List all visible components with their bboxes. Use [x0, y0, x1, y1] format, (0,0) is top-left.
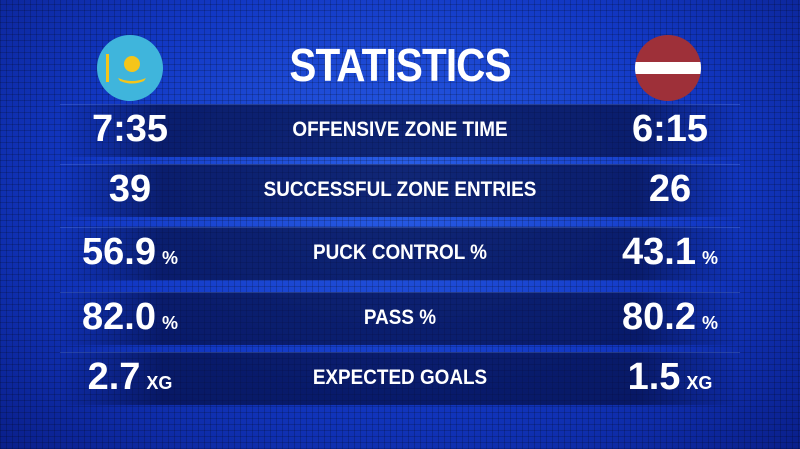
- latvia-flag: [635, 35, 701, 101]
- stat-value: 26: [648, 168, 692, 210]
- stat-label: SUCCESSFUL ZONE ENTRIES: [263, 178, 537, 201]
- row-band: [60, 104, 740, 157]
- row-band: [60, 352, 740, 405]
- right-stat: 43.1%: [570, 231, 770, 274]
- left-stat: 39: [30, 168, 230, 211]
- kazakhstan-flag: [97, 35, 163, 101]
- stat-value: 82.0: [82, 296, 156, 338]
- stat-value: 1.5: [627, 356, 681, 398]
- row-band: [60, 164, 740, 217]
- stat-unit: %: [161, 313, 178, 333]
- right-stat: 26: [570, 168, 770, 211]
- stat-label: EXPECTED GOALS: [312, 366, 488, 389]
- left-stat: 56.9%: [30, 231, 230, 274]
- stat-unit: XG: [686, 373, 713, 393]
- right-stat: 80.2%: [570, 296, 770, 339]
- left-stat: 82.0%: [30, 296, 230, 339]
- left-stat: 2.7 XG: [30, 356, 230, 399]
- left-stat: 7:35: [30, 108, 230, 151]
- stat-unit: %: [701, 248, 718, 268]
- stat-value: 56.9: [82, 231, 156, 273]
- title: STATISTICS: [289, 39, 511, 91]
- stat-unit: %: [701, 313, 718, 333]
- right-stat: 1.5 XG: [570, 356, 770, 399]
- stat-value: 7:35: [91, 108, 169, 150]
- stat-label: OFFENSIVE ZONE TIME: [292, 118, 508, 141]
- stat-value: 39: [108, 168, 152, 210]
- stat-unit: XG: [146, 373, 173, 393]
- stat-label: PASS %: [363, 306, 437, 329]
- stat-unit: %: [161, 248, 178, 268]
- stat-value: 80.2: [622, 296, 696, 338]
- row-band: [60, 227, 740, 280]
- stat-value: 43.1: [622, 231, 696, 273]
- stat-value: 2.7: [87, 356, 141, 398]
- row-band: [60, 292, 740, 345]
- stat-value: 6:15: [631, 108, 709, 150]
- stat-label: PUCK CONTROL %: [313, 241, 487, 264]
- right-stat: 6:15: [570, 108, 770, 151]
